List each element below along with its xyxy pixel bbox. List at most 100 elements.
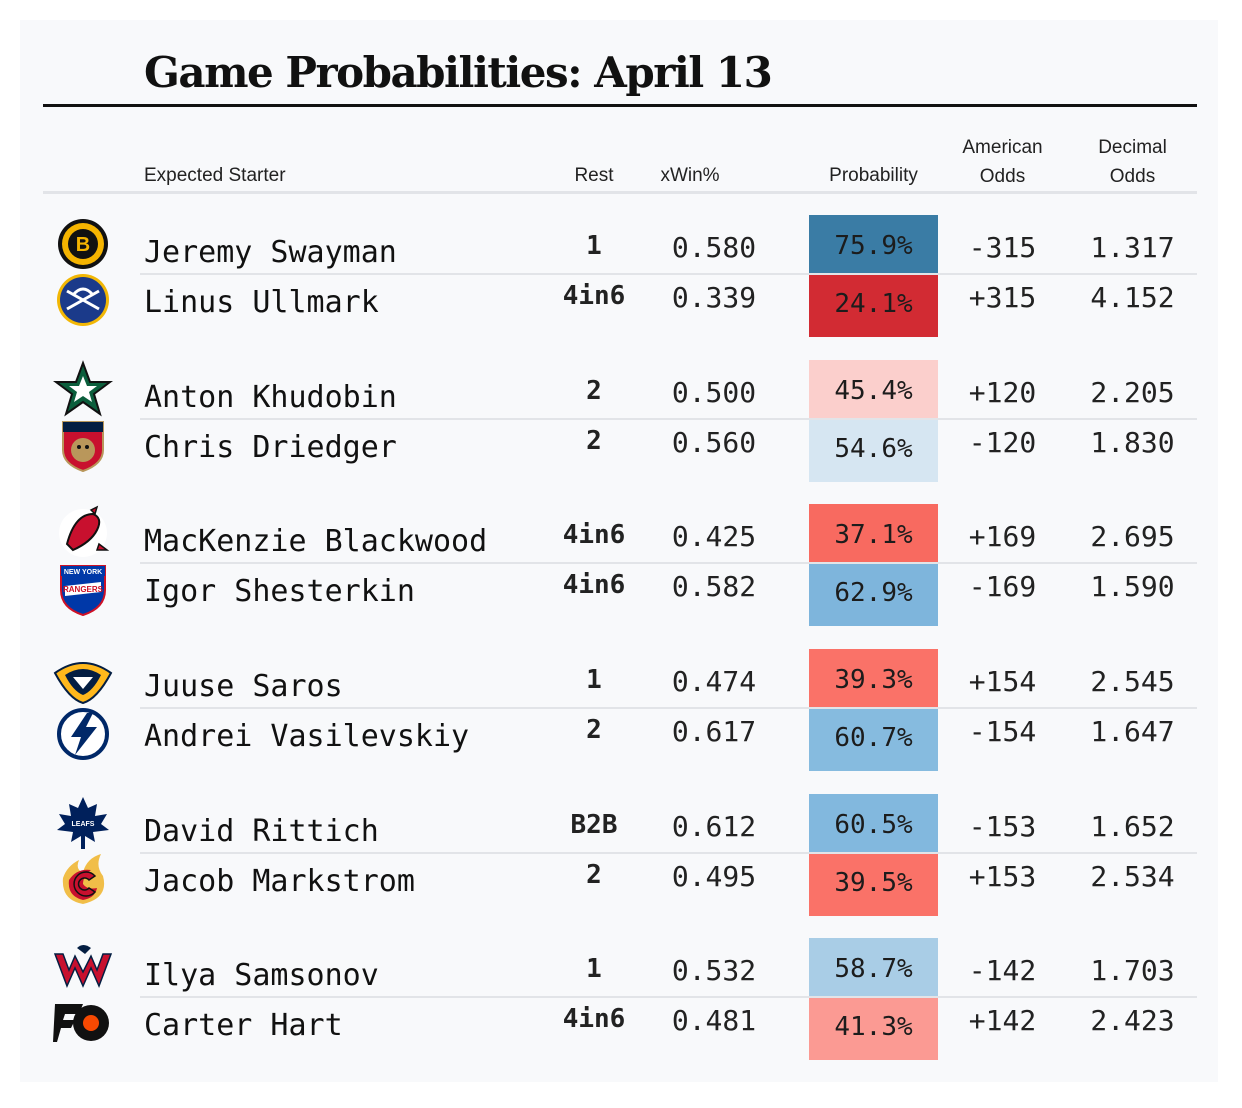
rest-value: 2	[586, 860, 602, 890]
decimal-odds-value: 1.703	[1090, 954, 1175, 987]
flames-logo-icon	[53, 850, 113, 908]
starter-name: Andrei Vasilevskiy	[144, 719, 470, 754]
decimal-odds-value: 1.830	[1090, 426, 1175, 459]
starter-name: Ilya Samsonov	[144, 958, 379, 993]
american-odds-value: +142	[968, 1004, 1037, 1037]
probabilities-card: Game Probabilities: April 13 Expected St…	[20, 20, 1218, 1082]
american-odds-value: -142	[968, 954, 1037, 987]
header-divider	[43, 191, 1197, 194]
decimal-odds-value: 1.647	[1090, 715, 1175, 748]
header-american-line1: American	[962, 137, 1043, 158]
xwin-value: 0.532	[671, 954, 757, 987]
xwin-value: 0.582	[671, 570, 757, 603]
probability-value: 37.1%	[834, 520, 913, 550]
decimal-odds-value: 1.590	[1090, 570, 1175, 603]
devils-logo-icon	[53, 504, 113, 562]
header-expected-starter: Expected Starter	[144, 165, 286, 186]
header-american-line2: Odds	[979, 166, 1026, 187]
svg-text:B: B	[76, 234, 90, 256]
probability-cell: 24.1%	[809, 275, 938, 337]
probability-value: 60.7%	[834, 723, 913, 753]
rest-value: 1	[586, 231, 602, 261]
sabres-logo-icon	[53, 271, 113, 329]
probability-cell: 60.7%	[809, 709, 938, 771]
american-odds-value: +154	[968, 665, 1037, 698]
game-row-divider	[140, 852, 1197, 854]
rest-value: 2	[586, 715, 602, 745]
rest-value: 1	[586, 665, 602, 695]
probability-cell: 37.1%	[809, 504, 938, 566]
header-rest: Rest	[574, 165, 614, 186]
probability-cell: 45.4%	[809, 360, 938, 422]
xwin-value: 0.500	[671, 376, 757, 409]
title-divider	[43, 104, 1197, 107]
decimal-odds-value: 1.652	[1090, 810, 1175, 843]
svg-text:LEAFS: LEAFS	[72, 821, 95, 828]
probability-value: 60.5%	[834, 810, 913, 840]
decimal-odds-value: 2.205	[1090, 376, 1175, 409]
rest-value: 2	[586, 376, 602, 406]
probability-cell: 60.5%	[809, 794, 938, 856]
rest-value: B2B	[570, 810, 618, 840]
xwin-value: 0.495	[671, 860, 757, 893]
header-american-odds: American Odds	[945, 133, 1060, 191]
rest-value: 2	[586, 426, 602, 456]
probability-value: 39.3%	[834, 665, 913, 695]
american-odds-value: -154	[968, 715, 1037, 748]
american-odds-value: +120	[968, 376, 1037, 409]
american-odds-value: -315	[968, 231, 1037, 264]
decimal-odds-value: 4.152	[1090, 281, 1175, 314]
capitals-logo-icon	[53, 938, 113, 996]
game-row-divider	[140, 707, 1197, 709]
xwin-value: 0.560	[671, 426, 757, 459]
probability-value: 54.6%	[834, 434, 913, 464]
starter-name: MacKenzie Blackwood	[144, 524, 488, 559]
probability-value: 62.9%	[834, 578, 913, 608]
maple-leafs-logo-icon: LEAFS	[53, 794, 113, 852]
starter-name: David Rittich	[144, 814, 379, 849]
bruins-logo-icon: B	[53, 215, 113, 273]
xwin-value: 0.425	[671, 520, 757, 553]
rest-value: 4in6	[562, 520, 626, 550]
american-odds-value: +169	[968, 520, 1037, 553]
probability-value: 24.1%	[834, 289, 913, 319]
rest-value: 1	[586, 954, 602, 984]
decimal-odds-value: 2.423	[1090, 1004, 1175, 1037]
decimal-odds-value: 1.317	[1090, 231, 1175, 264]
starter-name: Carter Hart	[144, 1008, 343, 1043]
svg-text:RANGERS: RANGERS	[63, 585, 104, 594]
game-row-divider	[140, 562, 1197, 564]
american-odds-value: -120	[968, 426, 1037, 459]
game-row-divider	[140, 996, 1197, 998]
decimal-odds-value: 2.534	[1090, 860, 1175, 893]
xwin-value: 0.339	[671, 281, 757, 314]
xwin-value: 0.612	[671, 810, 757, 843]
flyers-logo-icon	[53, 994, 113, 1052]
probability-value: 41.3%	[834, 1012, 913, 1042]
page-title: Game Probabilities: April 13	[144, 48, 773, 97]
starter-name: Igor Shesterkin	[144, 574, 415, 609]
header-xwin: xWin%	[660, 165, 720, 186]
stars-logo-icon	[53, 360, 113, 418]
starter-name: Jacob Markstrom	[144, 864, 415, 899]
predators-logo-icon	[53, 649, 113, 707]
probability-value: 39.5%	[834, 868, 913, 898]
probability-cell: 39.5%	[809, 854, 938, 916]
probability-cell: 54.6%	[809, 420, 938, 482]
header-decimal-line2: Odds	[1109, 166, 1156, 187]
header-decimal-line1: Decimal	[1098, 137, 1167, 158]
rangers-logo-icon: NEW YORK RANGERS	[53, 560, 113, 618]
game-row-divider	[140, 273, 1197, 275]
starter-name: Chris Driedger	[144, 430, 397, 465]
american-odds-value: -169	[968, 570, 1037, 603]
probability-value: 45.4%	[834, 376, 913, 406]
panthers-logo-icon	[53, 416, 113, 474]
xwin-value: 0.580	[671, 231, 757, 264]
game-row-divider	[140, 418, 1197, 420]
lightning-logo-icon	[53, 705, 113, 763]
probability-cell: 58.7%	[809, 938, 938, 1000]
header-decimal-odds: Decimal Odds	[1075, 133, 1190, 191]
decimal-odds-value: 2.545	[1090, 665, 1175, 698]
rest-value: 4in6	[562, 281, 626, 311]
starter-name: Jeremy Swayman	[144, 235, 397, 270]
